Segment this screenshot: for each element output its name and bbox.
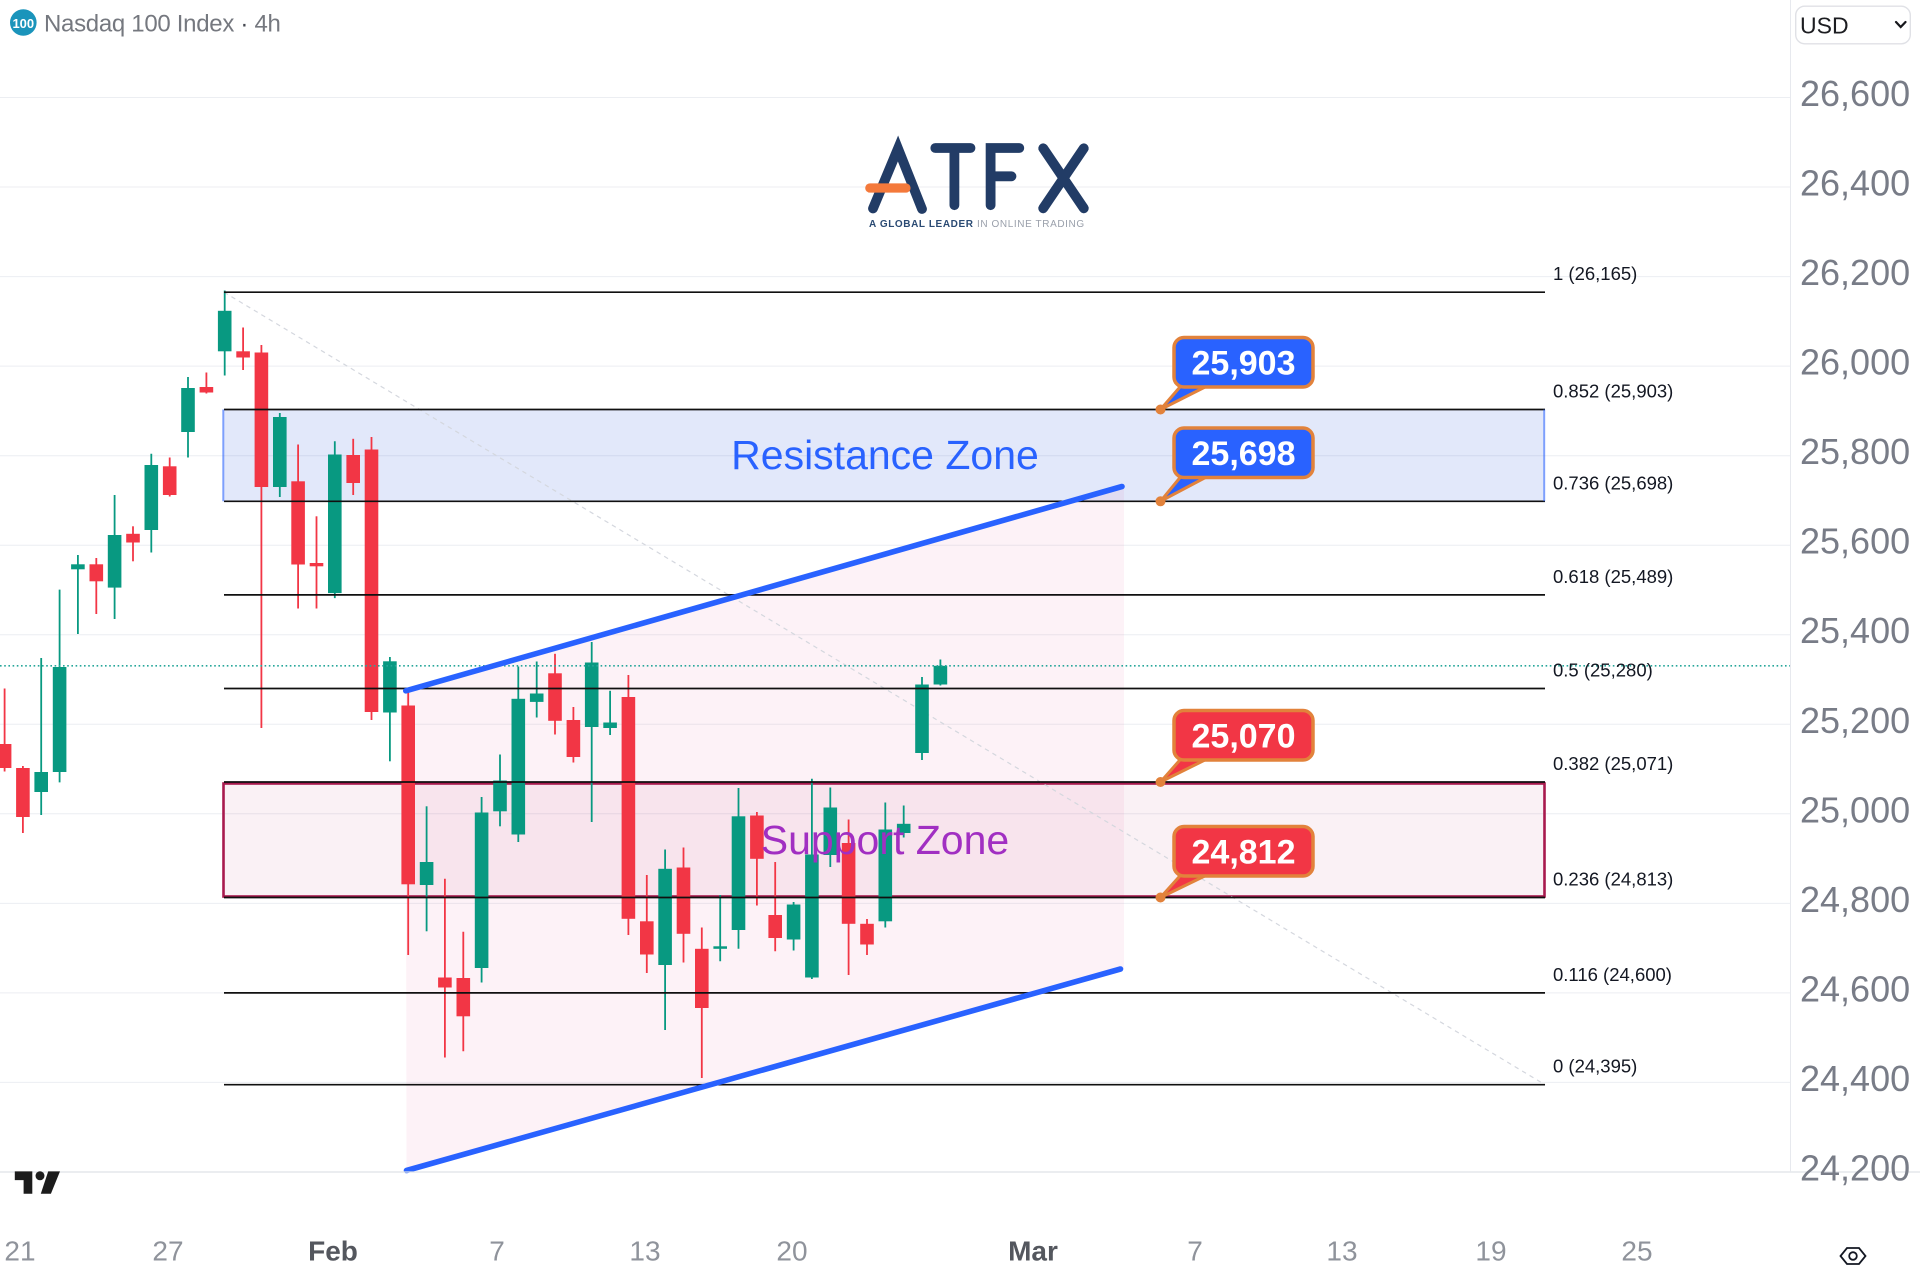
svg-text:27: 27 xyxy=(152,1236,183,1267)
svg-text:A GLOBAL LEADER IN ONLINE TRAD: A GLOBAL LEADER IN ONLINE TRADING xyxy=(869,218,1085,229)
svg-text:Support Zone: Support Zone xyxy=(761,817,1009,863)
svg-text:24,800: 24,800 xyxy=(1800,879,1910,920)
svg-text:100: 100 xyxy=(12,16,34,31)
svg-text:25,000: 25,000 xyxy=(1800,789,1910,830)
svg-text:0.116 (24,600): 0.116 (24,600) xyxy=(1553,964,1672,985)
svg-text:0.618 (25,489): 0.618 (25,489) xyxy=(1553,566,1673,587)
svg-text:Resistance Zone: Resistance Zone xyxy=(731,432,1039,478)
svg-text:25,070: 25,070 xyxy=(1192,718,1296,756)
svg-text:25,903: 25,903 xyxy=(1192,345,1296,383)
svg-text:21: 21 xyxy=(4,1236,35,1267)
svg-text:25,698: 25,698 xyxy=(1192,435,1296,473)
svg-text:13: 13 xyxy=(629,1236,660,1267)
svg-text:USD: USD xyxy=(1800,13,1849,39)
svg-text:Mar: Mar xyxy=(1008,1236,1058,1267)
svg-text:1 (26,165): 1 (26,165) xyxy=(1553,263,1637,284)
svg-text:24,600: 24,600 xyxy=(1800,968,1910,1009)
svg-text:0 (24,395): 0 (24,395) xyxy=(1553,1056,1637,1077)
svg-text:24,812: 24,812 xyxy=(1192,834,1296,872)
svg-text:19: 19 xyxy=(1475,1236,1506,1267)
svg-text:25,200: 25,200 xyxy=(1800,700,1910,741)
svg-text:25,600: 25,600 xyxy=(1800,521,1910,562)
svg-text:0.382 (25,071): 0.382 (25,071) xyxy=(1553,753,1673,774)
svg-text:7: 7 xyxy=(489,1236,505,1267)
svg-text:0.852 (25,903): 0.852 (25,903) xyxy=(1553,381,1673,402)
svg-text:7: 7 xyxy=(1187,1236,1203,1267)
svg-text:0.236 (24,813): 0.236 (24,813) xyxy=(1553,869,1673,890)
svg-text:24,400: 24,400 xyxy=(1800,1058,1910,1099)
svg-text:26,600: 26,600 xyxy=(1800,73,1910,114)
svg-text:Feb: Feb xyxy=(308,1236,358,1267)
svg-text:0.5 (25,280): 0.5 (25,280) xyxy=(1553,660,1653,681)
svg-text:26,200: 26,200 xyxy=(1800,252,1910,293)
svg-text:13: 13 xyxy=(1326,1236,1357,1267)
svg-text:25,400: 25,400 xyxy=(1800,610,1910,651)
svg-text:26,400: 26,400 xyxy=(1800,163,1910,204)
svg-text:25: 25 xyxy=(1621,1236,1652,1267)
svg-text:24,200: 24,200 xyxy=(1800,1148,1910,1189)
svg-text:0.736 (25,698): 0.736 (25,698) xyxy=(1553,472,1673,493)
svg-text:26,000: 26,000 xyxy=(1800,342,1910,383)
svg-text:25,800: 25,800 xyxy=(1800,431,1910,472)
svg-text:20: 20 xyxy=(776,1236,807,1267)
svg-text:Nasdaq 100 Index · 4h: Nasdaq 100 Index · 4h xyxy=(44,11,281,38)
